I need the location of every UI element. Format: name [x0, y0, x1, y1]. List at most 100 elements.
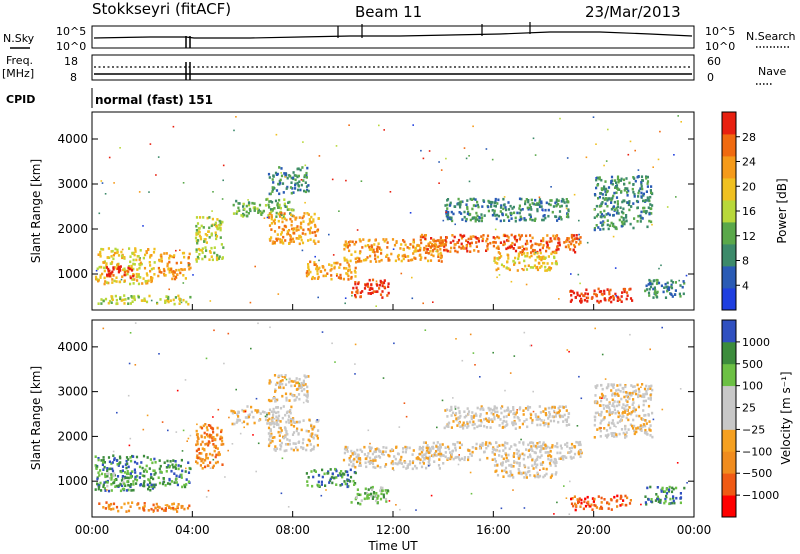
data-cell — [579, 241, 582, 245]
data-cell — [351, 464, 354, 468]
data-cell — [139, 483, 143, 486]
data-cell — [275, 211, 278, 215]
data-cell — [402, 239, 405, 242]
data-cell — [475, 241, 478, 244]
data-cell — [172, 255, 175, 259]
data-cell — [614, 179, 617, 182]
data-cell — [580, 501, 583, 505]
data-cell — [538, 243, 541, 247]
data-cell — [140, 299, 143, 302]
data-cell — [375, 260, 378, 263]
data-cell — [246, 416, 249, 419]
data-cell — [120, 479, 124, 482]
data-cell — [313, 425, 316, 428]
date-title: 23/Mar/2013 — [585, 3, 681, 21]
data-cell — [107, 267, 110, 271]
data-cell — [375, 455, 378, 458]
data-cell — [506, 239, 509, 242]
data-cell — [277, 374, 280, 378]
data-cell — [136, 462, 139, 465]
data-cell — [541, 218, 544, 222]
data-cell — [172, 298, 175, 302]
data-cell — [273, 448, 276, 451]
data-cell — [470, 417, 473, 421]
data-cell — [236, 210, 239, 213]
data-cell — [404, 445, 407, 449]
data-cell — [424, 256, 427, 260]
data-cell — [408, 463, 412, 466]
data-cell — [619, 494, 623, 498]
data-cell — [311, 432, 314, 435]
noise-cell — [275, 133, 278, 136]
data-cell — [507, 254, 510, 257]
data-cell — [145, 470, 148, 473]
data-cell — [566, 213, 570, 216]
data-cell — [611, 196, 614, 200]
data-cell — [550, 239, 553, 243]
data-cell — [129, 260, 132, 264]
data-cell — [280, 233, 283, 236]
data-cell — [649, 195, 652, 199]
data-cell — [271, 418, 274, 422]
data-cell — [657, 500, 660, 503]
data-cell — [495, 441, 498, 444]
data-cell — [288, 208, 291, 211]
data-cell — [289, 238, 292, 241]
data-cell — [646, 182, 649, 185]
data-cell — [306, 166, 309, 170]
data-cell — [503, 240, 506, 244]
data-cell — [295, 237, 298, 240]
data-cell — [475, 414, 478, 417]
data-cell — [108, 507, 111, 511]
data-cell — [337, 474, 340, 477]
data-cell — [269, 399, 272, 403]
data-cell — [508, 245, 511, 249]
data-cell — [305, 394, 308, 398]
data-cell — [520, 197, 523, 201]
data-cell — [350, 501, 353, 504]
data-cell — [626, 395, 630, 399]
data-cell — [113, 478, 116, 482]
data-cell — [490, 418, 493, 421]
data-cell — [485, 239, 488, 243]
data-cell — [640, 216, 643, 220]
data-cell — [217, 453, 220, 457]
nave-label: Nave — [758, 65, 786, 78]
data-cell — [533, 249, 536, 252]
data-cell — [667, 288, 671, 291]
data-cell — [647, 283, 650, 286]
data-cell — [317, 217, 320, 220]
data-cell — [169, 482, 172, 486]
data-cell — [197, 247, 200, 251]
data-cell — [425, 244, 428, 248]
data-cell — [544, 265, 547, 269]
data-cell — [481, 239, 484, 243]
data-cell — [628, 208, 631, 212]
data-cell — [469, 452, 472, 456]
data-cell — [289, 392, 292, 396]
data-cell — [170, 469, 173, 473]
data-cell — [283, 212, 286, 215]
data-cell — [610, 221, 613, 225]
data-cell — [645, 422, 648, 425]
noise-cell — [106, 489, 108, 491]
data-cell — [611, 434, 614, 438]
data-cell — [105, 480, 108, 484]
data-cell — [542, 237, 545, 240]
data-cell — [315, 265, 318, 268]
data-cell — [367, 488, 370, 491]
data-cell — [94, 275, 98, 279]
data-cell — [438, 244, 441, 248]
data-cell — [172, 270, 175, 273]
colorbar-tick-label: −1000 — [742, 489, 779, 502]
data-cell — [515, 411, 518, 414]
data-cell — [616, 177, 620, 181]
data-cell — [209, 424, 212, 428]
data-cell — [628, 406, 631, 409]
data-cell — [271, 439, 274, 443]
data-cell — [457, 238, 461, 242]
data-cell — [639, 214, 642, 218]
data-cell — [561, 405, 564, 408]
data-cell — [307, 430, 310, 433]
data-cell — [610, 181, 613, 185]
